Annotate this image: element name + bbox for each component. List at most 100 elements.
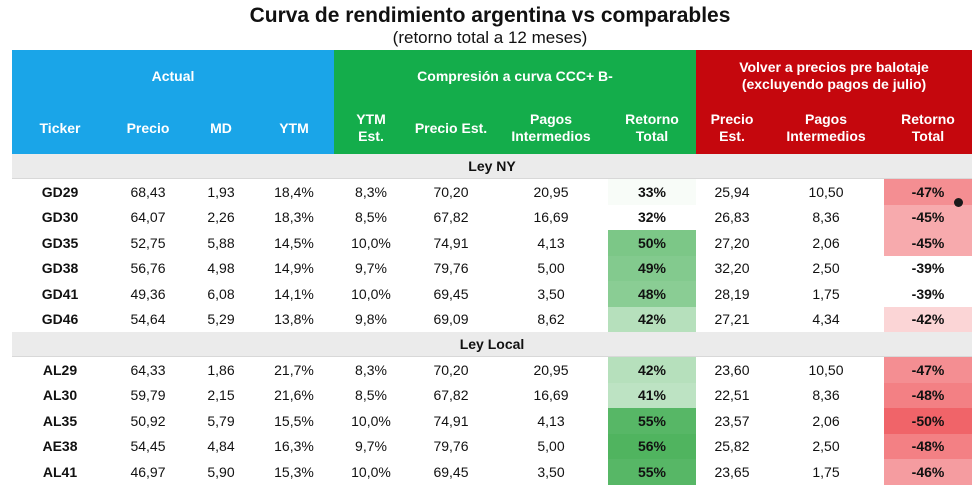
- yield-table: Actual Compresión a curva CCC+ B- Volver…: [12, 50, 972, 485]
- cell-pagos-b: 2,06: [812, 412, 840, 429]
- table-row: AL41 46,97 5,90 15,3% 10,0% 69,45 3,50 55% 23,65…: [12, 459, 972, 485]
- table-row: AL35 50,92 5,79 15,5% 10,0% 74,91 4,13 55% 23,57…: [12, 408, 972, 434]
- col-pagos-line1: Pagos: [529, 111, 572, 127]
- page-subtitle: (retorno total a 12 meses): [392, 28, 588, 47]
- cell-ytm: 14,1%: [274, 285, 314, 302]
- cell-precio-est-b: 27,21: [714, 311, 750, 328]
- cell-retorno: 49%: [608, 255, 696, 281]
- cell-md: 5,79: [207, 412, 235, 429]
- cell-pagos: 3,50: [537, 285, 565, 302]
- cell-retorno-b: -48%: [884, 433, 972, 459]
- col-retorno-b: Retorno Total: [884, 102, 972, 154]
- cell-retorno: 55%: [608, 408, 696, 434]
- cell-ytm-est: 8,3%: [355, 183, 387, 200]
- cursor-dot-icon: [954, 198, 963, 207]
- cell-pagos: 16,69: [533, 209, 569, 226]
- cell-precio-est: 67,82: [433, 387, 469, 404]
- cell-ytm: 21,7%: [274, 361, 314, 378]
- col-pagos-b-line1: Pagos: [804, 111, 847, 127]
- cell-precio-est-b: 32,20: [714, 260, 750, 277]
- cell-ticker: GD30: [41, 209, 79, 226]
- table-row: GD35 52,75 5,88 14,5% 10,0% 74,91 4,13 50% 27,20…: [12, 230, 972, 256]
- cell-retorno-b: -45%: [884, 230, 972, 256]
- table-row: GD41 49,36 6,08 14,1% 10,0% 69,45 3,50 48% 28,19…: [12, 281, 972, 307]
- cell-pagos-b: 1,75: [812, 463, 840, 480]
- cell-ytm-est: 10,0%: [351, 234, 391, 251]
- cell-md: 5,88: [207, 234, 235, 251]
- cell-ytm-est: 10,0%: [351, 412, 391, 429]
- cell-retorno: 48%: [608, 281, 696, 307]
- cell-pagos-b: 2,50: [812, 260, 840, 277]
- cell-precio-est: 69,09: [433, 311, 469, 328]
- section-header: Ley Local: [12, 332, 972, 357]
- cell-precio-est: 79,76: [433, 260, 469, 277]
- cell-pagos-b: 2,06: [812, 234, 840, 251]
- cell-retorno: 42%: [608, 306, 696, 332]
- cell-retorno: 55%: [608, 459, 696, 485]
- cell-precio-est-b: 28,19: [714, 285, 750, 302]
- cell-md: 5,90: [207, 463, 235, 480]
- col-pagos-b: Pagos Intermedios: [768, 102, 884, 154]
- cell-pagos-b: 4,34: [812, 311, 840, 328]
- col-retorno-b-line1: Retorno: [901, 111, 955, 127]
- cell-precio: 54,64: [130, 311, 166, 328]
- cell-pagos-b: 8,36: [812, 387, 840, 404]
- cell-retorno-b: -39%: [884, 255, 972, 281]
- cell-retorno-b: -47%: [884, 179, 972, 205]
- group-compresion: Compresión a curva CCC+ B-: [334, 50, 696, 102]
- group-header-row: Actual Compresión a curva CCC+ B- Volver…: [12, 50, 972, 102]
- cell-retorno: 33%: [608, 179, 696, 205]
- cell-precio: 49,36: [130, 285, 166, 302]
- cell-ytm-est: 10,0%: [351, 285, 391, 302]
- cell-precio-est-b: 27,20: [714, 234, 750, 251]
- cell-precio-est-b: 22,51: [714, 387, 750, 404]
- cell-ticker: GD41: [41, 285, 79, 302]
- cell-ytm: 15,3%: [274, 463, 314, 480]
- cell-ytm-est: 8,3%: [355, 361, 387, 378]
- page-title: Curva de rendimiento argentina vs compar…: [249, 4, 731, 27]
- cell-precio-est-b: 23,65: [714, 463, 750, 480]
- cell-md: 1,86: [207, 361, 235, 378]
- col-precio-est-b-line1: Precio: [710, 111, 754, 127]
- cell-ytm: 18,4%: [274, 183, 314, 200]
- cell-ticker: AE38: [42, 438, 78, 455]
- cell-retorno-b: -39%: [884, 281, 972, 307]
- cell-pagos-b: 1,75: [812, 285, 840, 302]
- col-pagos: Pagos Intermedios: [494, 102, 608, 154]
- cell-retorno-b: -46%: [884, 459, 972, 485]
- table-row: GD30 64,07 2,26 18,3% 8,5% 67,82 16,69 32% 26,83…: [12, 204, 972, 230]
- cell-pagos: 4,13: [537, 234, 565, 251]
- cell-precio-est: 70,20: [433, 183, 469, 200]
- group-volver-line1: Volver a precios pre balotaje: [739, 59, 929, 75]
- cell-ytm-est: 8,5%: [355, 209, 387, 226]
- col-precio-est-b-line2: Est.: [719, 128, 745, 144]
- cell-precio-est: 69,45: [433, 463, 469, 480]
- cell-precio-est: 69,45: [433, 285, 469, 302]
- col-ytm: YTM: [254, 102, 334, 154]
- cell-md: 6,08: [207, 285, 235, 302]
- col-ytm-est-line1: YTM: [356, 111, 386, 127]
- col-precio-est-b: Precio Est.: [696, 102, 768, 154]
- col-md: MD: [188, 102, 254, 154]
- cell-retorno: 56%: [608, 433, 696, 459]
- cell-ytm-est: 10,0%: [351, 463, 391, 480]
- cell-ytm-est: 9,8%: [355, 311, 387, 328]
- cell-md: 5,29: [207, 311, 235, 328]
- table-body: Ley NY GD29 68,43 1,93 18,4% 8,3% 70,20 20,95 33…: [12, 154, 972, 485]
- cell-ytm-est: 8,5%: [355, 387, 387, 404]
- cell-ticker: GD38: [41, 260, 79, 277]
- cell-precio-est-b: 23,57: [714, 412, 750, 429]
- cell-retorno-b: -47%: [884, 357, 972, 383]
- cell-ticker: GD46: [41, 311, 79, 328]
- cell-precio-est-b: 25,82: [714, 438, 750, 455]
- cell-md: 4,84: [207, 438, 235, 455]
- cell-precio: 54,45: [130, 438, 166, 455]
- cell-pagos: 5,00: [537, 260, 565, 277]
- cell-ticker: GD35: [41, 234, 79, 251]
- cell-pagos: 16,69: [533, 387, 569, 404]
- cell-pagos: 5,00: [537, 438, 565, 455]
- col-precio: Precio: [108, 102, 188, 154]
- cell-ytm-est: 9,7%: [355, 438, 387, 455]
- cell-md: 2,26: [207, 209, 235, 226]
- cell-ticker: AL29: [42, 361, 78, 378]
